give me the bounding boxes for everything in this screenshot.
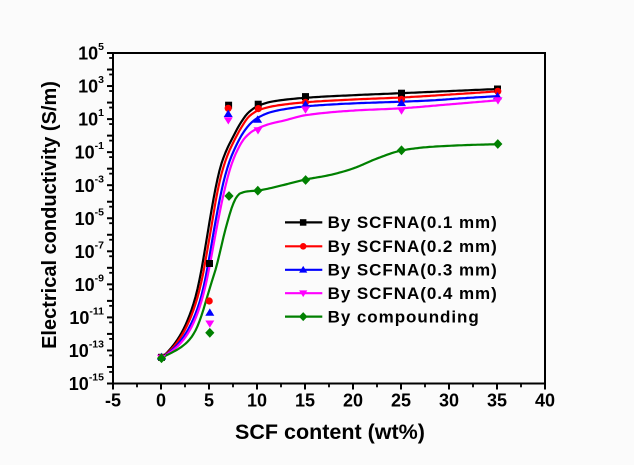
svg-text:By SCFNA(0.1 mm): By SCFNA(0.1 mm)	[328, 213, 498, 232]
svg-text:25: 25	[391, 391, 411, 411]
svg-text:105: 105	[78, 41, 104, 64]
svg-text:0: 0	[156, 391, 166, 411]
svg-text:101: 101	[78, 107, 104, 130]
svg-text:-5: -5	[105, 391, 121, 411]
svg-text:By SCFNA(0.2 mm): By SCFNA(0.2 mm)	[328, 237, 498, 256]
svg-text:By SCFNA(0.3 mm): By SCFNA(0.3 mm)	[328, 261, 498, 280]
svg-text:103: 103	[78, 74, 104, 97]
svg-text:30: 30	[439, 391, 459, 411]
svg-text:10: 10	[247, 391, 267, 411]
svg-text:SCF content (wt%): SCF content (wt%)	[235, 420, 425, 444]
svg-text:20: 20	[343, 391, 363, 411]
svg-text:By compounding: By compounding	[328, 307, 480, 326]
svg-text:5: 5	[204, 391, 214, 411]
svg-text:Electrical conductivity (S/m): Electrical conductivity (S/m)	[39, 81, 61, 349]
svg-text:15: 15	[295, 391, 315, 411]
svg-text:40: 40	[535, 391, 555, 411]
svg-text:35: 35	[487, 391, 507, 411]
svg-text:By SCFNA(0.4 mm): By SCFNA(0.4 mm)	[328, 284, 498, 303]
